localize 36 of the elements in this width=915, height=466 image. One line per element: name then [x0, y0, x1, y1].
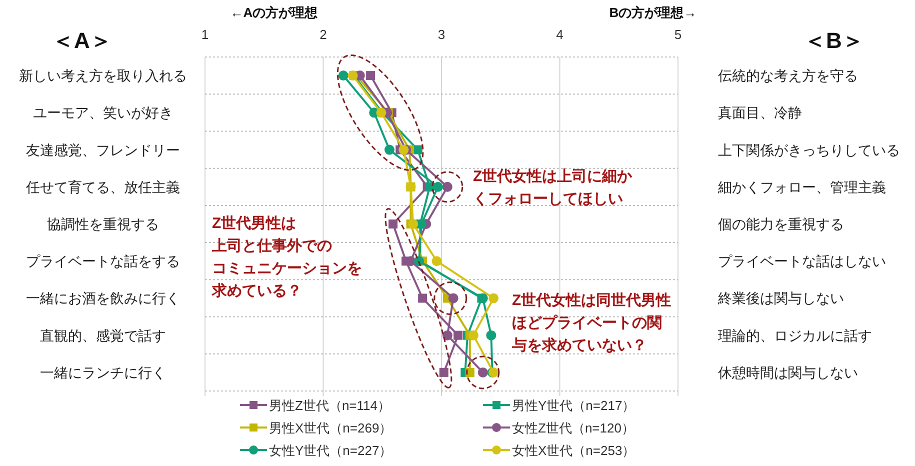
y2-tick-label: 休憩時間は関与しない: [718, 364, 858, 380]
legend-label: 女性Y世代（n=227）: [269, 443, 392, 458]
annotation: Z世代女性は同世代男性ほどプライベートの関与を求めていない？: [511, 292, 672, 354]
legend-label: 女性X世代（n=253）: [512, 443, 636, 458]
legend-label: 女性Z世代（n=120）: [512, 420, 634, 436]
y-tick-label: 任せて育てる、放任主義: [25, 178, 180, 195]
y-axis-title: ＜A＞: [52, 28, 112, 53]
legend-label: 男性Z世代（n=114）: [269, 398, 390, 413]
annotation: Z世代男性は上司と仕事外でのコミュニケーションを求めている？: [211, 215, 362, 300]
text: Bの方が理想→: [609, 5, 697, 20]
y2-tick-label: 理論的、ロジカルに話す: [718, 327, 872, 344]
legend-label: 男性Y世代（n=217）: [512, 398, 636, 413]
text: ＜B＞: [804, 28, 864, 53]
y-tick-label: 友達感覚、フレンドリー: [26, 142, 180, 158]
y2-tick-label: プライベートな話はしない: [718, 253, 886, 270]
text: ←Aの方が理想: [230, 5, 319, 20]
y-tick-label: ユーモア、笑いが好き: [33, 104, 173, 121]
x-tick-label: 2: [320, 27, 327, 42]
y-tick-label: 一緒にランチに行く: [40, 364, 166, 380]
y-tick-label: 協調性を重視する: [47, 216, 159, 232]
annotation: Z世代女性は上司に細かくフォローしてほしい: [473, 168, 634, 208]
y2-tick-label: 細かくフォロー、管理主義: [717, 178, 886, 195]
legend-label: 男性X世代（n=269）: [269, 420, 392, 436]
x-tick-label: 5: [674, 27, 682, 42]
y-tick-label: 新しい考え方を取り入れる: [19, 68, 187, 84]
y2-tick-label: 上下関係がきっちりしている: [718, 142, 900, 158]
x-tick-label: 1: [201, 27, 209, 42]
y2-tick-label: 個の能力を重視する: [718, 216, 844, 232]
y2-tick-label: 終業後は関与しない: [717, 290, 844, 306]
y2-tick-label: 真面目、冷静: [718, 104, 802, 121]
y2-tick-label: 伝統的な考え方を守る: [718, 68, 858, 84]
y-tick-label: 一緒にお酒を飲みに行く: [26, 290, 180, 306]
x-tick-label: 3: [438, 27, 446, 42]
x-tick-label: 4: [556, 27, 564, 42]
y-tick-label: 直観的、感覚で話す: [40, 327, 166, 344]
y-tick-label: プライベートな話をする: [26, 253, 180, 270]
